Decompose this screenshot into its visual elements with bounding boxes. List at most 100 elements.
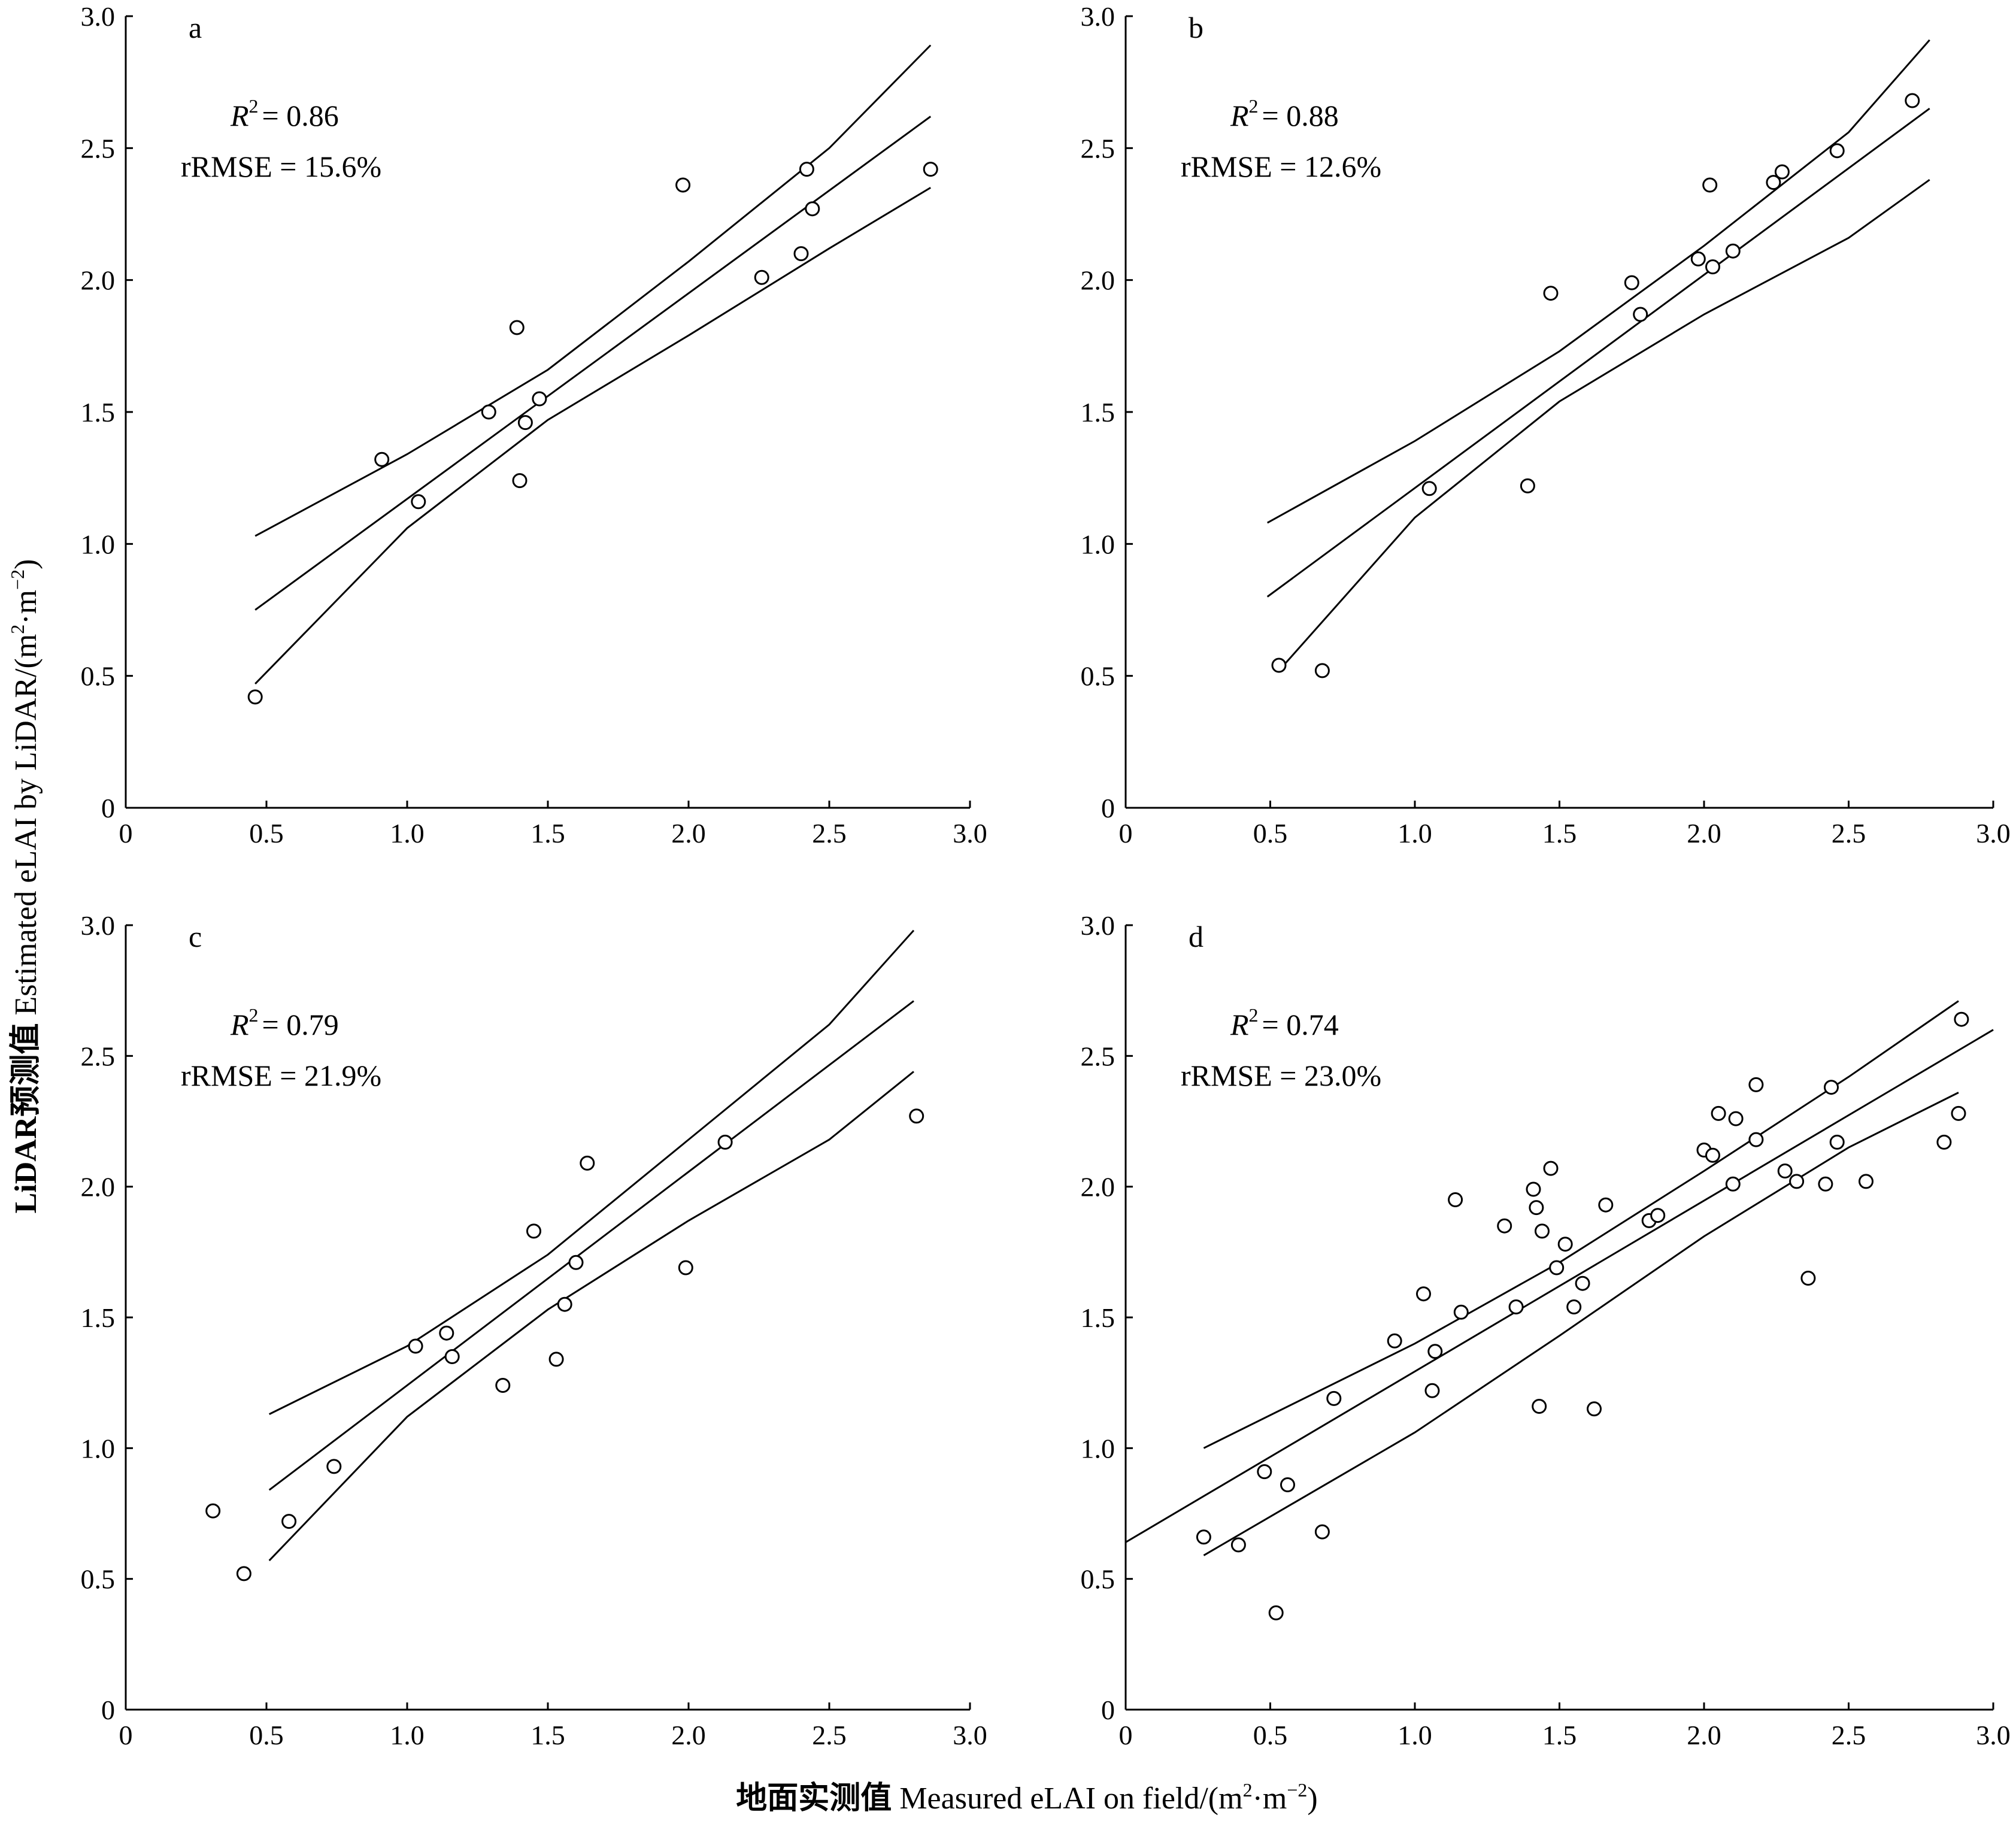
data-point xyxy=(1725,243,1741,259)
data-point xyxy=(1529,1200,1544,1216)
r-superscript: 2 xyxy=(249,1004,259,1026)
x-tick-label: 0 xyxy=(119,818,133,849)
r-squared-value: = 0.79 xyxy=(262,1008,339,1041)
r-squared-value: = 0.86 xyxy=(262,99,339,132)
y-tick-label: 0.5 xyxy=(81,661,116,692)
y-tick-label: 1.5 xyxy=(1081,1302,1115,1333)
x-tick-label: 0 xyxy=(1119,818,1133,849)
data-point xyxy=(1497,1218,1512,1234)
y-tick-label: 3.0 xyxy=(81,1,116,32)
data-point xyxy=(1271,658,1287,673)
data-point xyxy=(512,473,528,489)
data-point xyxy=(568,1255,584,1270)
regression-line xyxy=(1125,1029,1994,1543)
x-tick-label: 0 xyxy=(119,1720,133,1750)
data-point xyxy=(675,177,691,193)
data-point xyxy=(236,1566,251,1581)
data-point xyxy=(1453,1304,1469,1320)
r-symbol: R xyxy=(230,99,249,132)
y-tick-label: 1.0 xyxy=(1081,529,1115,559)
data-point xyxy=(1705,1147,1720,1163)
upper-confidence-band xyxy=(1203,1000,1959,1449)
data-point xyxy=(1314,1524,1330,1540)
regression-line xyxy=(254,116,932,611)
r-squared-label: R2 = 0.88 xyxy=(1230,95,1339,132)
x-tick-label: 2.0 xyxy=(1687,818,1721,849)
x-tick-label: 2.5 xyxy=(812,1720,847,1750)
y-axis-unit-mid: ·m xyxy=(9,590,43,625)
lower-confidence-band xyxy=(254,187,931,684)
data-point xyxy=(1543,286,1559,301)
y-axis-title-en: Estimated eLAI by LiDAR/(m xyxy=(9,634,43,1016)
data-point xyxy=(526,1223,541,1239)
x-tick-label: 3.0 xyxy=(953,818,987,849)
panel-letter: a xyxy=(189,11,202,44)
y-axis-unit-sup: 2 xyxy=(7,625,28,634)
x-tick-label: 1.0 xyxy=(1397,1720,1432,1750)
data-point xyxy=(1566,1299,1582,1314)
data-point xyxy=(1387,1333,1402,1349)
data-point xyxy=(1766,175,1781,190)
y-axis-title-cn: LiDAR预测值 xyxy=(8,1023,43,1214)
y-tick-label: 1.0 xyxy=(1081,1433,1115,1464)
data-point xyxy=(1326,1390,1342,1406)
regression-line xyxy=(268,1000,914,1491)
data-point xyxy=(909,1108,924,1124)
panel-b: 0 0.5 1.0 1.5 2.0 2.5 3.0 0 0.5 1.0 1.5 2.0 2.5 3.0 b R… xyxy=(1081,1,2011,849)
data-point xyxy=(1728,1111,1744,1126)
data-point xyxy=(580,1155,595,1171)
data-point xyxy=(1800,1271,1816,1286)
y-tick-label: 3.0 xyxy=(1081,1,1115,32)
data-point xyxy=(1421,481,1437,496)
data-point xyxy=(247,689,263,705)
upper-confidence-band xyxy=(1266,39,1930,524)
y-tick-label: 1.5 xyxy=(81,397,116,428)
x-tick-label: 1.5 xyxy=(530,818,565,849)
data-point xyxy=(509,320,525,335)
data-point xyxy=(1650,1208,1666,1223)
data-point xyxy=(374,452,390,467)
panel-d: 0 0.5 1.0 1.5 2.0 2.5 3.0 0 0.5 1.0 1.5 2.0 2.5 3.0 d R… xyxy=(1081,910,2011,1750)
panel-a: 0 0.5 1.0 1.5 2.0 2.5 3.0 0 0.5 1.0 1.5 2.0 2.5 3.0 a R… xyxy=(81,1,987,849)
y-tick-label: 2.5 xyxy=(81,1041,116,1071)
data-point xyxy=(1748,1077,1764,1092)
x-tick-label: 0.5 xyxy=(1253,1720,1288,1750)
data-point xyxy=(799,162,814,177)
upper-confidence-band xyxy=(269,929,915,1415)
lower-confidence-band xyxy=(1278,178,1930,671)
x-tick-label: 2.0 xyxy=(671,1720,706,1750)
data-point xyxy=(1416,1286,1431,1302)
data-point xyxy=(1557,1237,1573,1252)
y-tick-label: 2.5 xyxy=(1081,1041,1115,1071)
data-point xyxy=(1711,1105,1726,1121)
data-point xyxy=(1951,1105,1966,1121)
data-point xyxy=(1508,1299,1524,1314)
rrmse-label: rRMSE = 23.0% xyxy=(1181,1059,1381,1092)
y-tick-label: 1.5 xyxy=(81,1302,116,1333)
y-tick-label: 2.0 xyxy=(1081,1172,1115,1202)
data-point xyxy=(1954,1011,1969,1027)
data-point xyxy=(481,404,496,420)
data-point xyxy=(1829,143,1845,159)
x-tick-label: 1.0 xyxy=(390,1720,425,1750)
panel-letter: d xyxy=(1189,920,1203,953)
data-point xyxy=(1748,1132,1764,1147)
y-tick-label: 0.5 xyxy=(1081,1564,1115,1595)
data-point xyxy=(444,1349,460,1364)
data-point xyxy=(1268,1605,1284,1620)
panel-letter: c xyxy=(189,920,202,953)
x-tick-label: 1.5 xyxy=(530,1720,565,1750)
y-tick-label: 0.5 xyxy=(81,1564,116,1595)
data-point xyxy=(1535,1223,1550,1239)
r-squared-value: = 0.74 xyxy=(1262,1008,1339,1041)
data-point xyxy=(1280,1477,1295,1492)
data-point xyxy=(1690,251,1706,266)
x-tick-label: 2.5 xyxy=(1832,818,1866,849)
r-squared-label: R2 = 0.86 xyxy=(230,95,339,132)
data-point xyxy=(1257,1464,1272,1480)
data-point xyxy=(717,1134,733,1150)
x-axis-title: 地面实测值 Measured eLAI on field/(m2·m−2) xyxy=(736,1779,1317,1816)
data-point xyxy=(678,1260,693,1275)
data-point xyxy=(805,201,820,217)
r-symbol: R xyxy=(1230,99,1249,132)
